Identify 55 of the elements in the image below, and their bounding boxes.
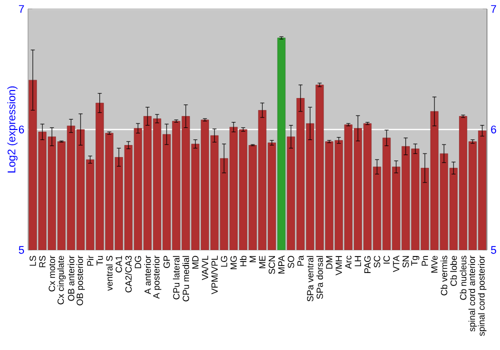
x-tick-label: OB posterior xyxy=(76,256,85,306)
x-tick-label: SPa dorsal xyxy=(316,256,323,299)
y-tick-label: 7 xyxy=(18,5,24,13)
x-tick-label: DG xyxy=(134,256,142,268)
x-tick-label: Pir xyxy=(86,256,94,266)
x-tick-label: VTA xyxy=(393,255,400,272)
y2-tick-label: 7 xyxy=(491,5,496,13)
x-tick-label: MG xyxy=(230,256,237,270)
x-tick-label: Cx motor xyxy=(48,256,56,292)
x-tick-label: Tg xyxy=(411,256,420,266)
x-tick-label: LH xyxy=(354,256,361,266)
x-tick-label: Hb xyxy=(240,256,246,266)
x-tick-label: spinal cord posterior xyxy=(478,256,486,336)
x-tick-label: MD xyxy=(192,256,198,269)
x-tick-label: Tu xyxy=(96,256,103,266)
x-tick-label: LS xyxy=(30,256,36,266)
y-tick-label: 5 xyxy=(18,246,24,254)
x-tick-label: SCN xyxy=(268,256,276,274)
y-tick-label: 6 xyxy=(18,126,24,134)
x-tick-label: Pn xyxy=(422,256,428,266)
x-tick-label: CPu lateral xyxy=(172,256,180,300)
x-tick-label: Pa xyxy=(297,255,304,266)
x-tick-label: GP xyxy=(163,256,170,268)
x-tick-label: PAG xyxy=(364,256,371,273)
x-tick-label: SN xyxy=(402,256,409,268)
x-tick-label: CA1 xyxy=(116,256,122,272)
x-tick-label: Cx cingulate xyxy=(57,256,66,304)
x-tick-label: LG xyxy=(220,256,228,267)
x-tick-label: SC xyxy=(374,256,380,268)
x-tick-label: A posterior xyxy=(152,256,162,299)
x-tick-label: CPu medial xyxy=(182,256,190,302)
y2-tick-label: 5 xyxy=(490,246,496,254)
x-tick-label: VPM/VPL xyxy=(211,256,218,294)
x-tick-label: MVe xyxy=(431,256,438,273)
x-tick-label: SPa ventral xyxy=(306,256,314,302)
x-tick-label: M xyxy=(250,256,256,262)
x-tick-label: A anterior xyxy=(144,256,151,294)
x-tick-label: ventral S xyxy=(106,256,113,291)
x-tick-label: MPA xyxy=(278,255,284,274)
x-tick-label: Cb lobe xyxy=(450,256,457,286)
y2-tick-label: 6 xyxy=(491,126,496,134)
x-tick-label: OB anterior xyxy=(68,256,74,301)
x-tick-label: Cb nucleus xyxy=(460,256,466,300)
x-tick-label: VMH xyxy=(336,256,342,276)
x-tick-label: ME xyxy=(259,256,266,268)
x-tick-label: CA2/CA3 xyxy=(125,256,132,292)
x-tick-label: DM xyxy=(326,256,332,269)
x-tick-label: RS xyxy=(39,256,46,268)
x-tick-label: SO xyxy=(288,256,294,268)
x-tick-label: spinal cord anterior xyxy=(468,256,477,332)
x-tick-label: IC xyxy=(383,256,390,264)
x-tick-label: Arc xyxy=(345,256,352,269)
y-axis-title: Log2 (expression) xyxy=(7,86,18,172)
x-tick-label: VA/VL xyxy=(202,256,208,280)
x-tick-label: Cb vermis xyxy=(440,256,448,296)
